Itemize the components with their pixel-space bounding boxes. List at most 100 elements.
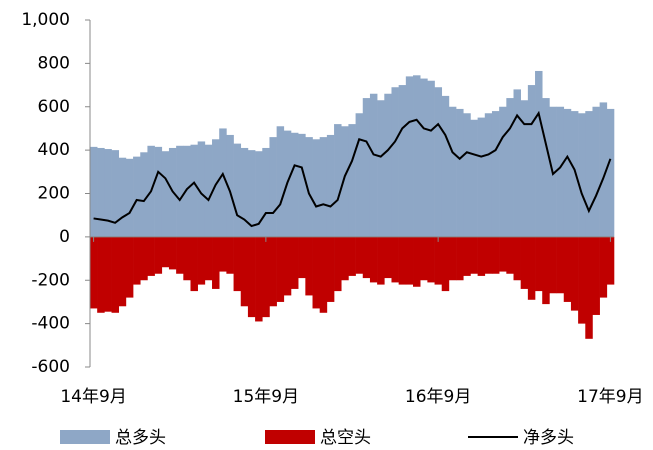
bar: [506, 98, 514, 237]
y-tick-label: -200: [31, 270, 70, 290]
y-tick-label: 1,000: [21, 10, 70, 30]
bar: [326, 236, 335, 302]
bar: [542, 236, 550, 305]
x-tick-label: 14年9月: [60, 387, 126, 407]
bar: [90, 146, 98, 237]
bar: [499, 236, 507, 272]
bar: [133, 236, 141, 285]
bar: [334, 124, 342, 237]
bar: [405, 236, 414, 285]
bar: [384, 236, 392, 279]
y-tick-label: 400: [38, 140, 70, 160]
bar: [219, 236, 227, 272]
bar: [527, 85, 536, 237]
bar: [441, 95, 450, 237]
bar: [599, 236, 608, 298]
bar: [499, 106, 507, 237]
bar: [470, 119, 478, 237]
bar: [542, 98, 550, 237]
bar: [477, 236, 486, 276]
bar: [369, 93, 378, 237]
bar: [176, 145, 184, 237]
net-line: [93, 110, 612, 228]
bar: [513, 236, 521, 281]
bar: [585, 236, 593, 339]
bar: [420, 78, 428, 237]
bar: [592, 236, 600, 315]
legend-swatch: [265, 430, 315, 444]
bar: [190, 144, 198, 237]
bar: [413, 75, 421, 237]
bar: [456, 236, 464, 281]
bar: [161, 236, 170, 268]
y-tick-label: 200: [38, 184, 70, 204]
bar: [398, 236, 407, 285]
legend-label: 净多头: [523, 428, 574, 448]
bar: [118, 236, 127, 307]
bar: [377, 236, 385, 285]
bar: [341, 126, 349, 237]
bar: [276, 236, 285, 302]
bar: [161, 151, 170, 237]
bar: [305, 137, 313, 237]
bar: [369, 236, 378, 283]
bar: [578, 236, 586, 324]
bar: [97, 147, 105, 237]
bar: [491, 236, 500, 274]
x-tick-label: 15年9月: [233, 387, 299, 407]
bar: [570, 111, 579, 237]
bar: [413, 236, 421, 287]
bar: [233, 236, 242, 292]
bar: [305, 236, 313, 296]
bar: [197, 141, 206, 237]
bar: [240, 147, 249, 237]
bar: [247, 150, 256, 237]
bar: [262, 147, 270, 237]
y-tick-label: 600: [38, 97, 70, 117]
legend-swatch: [60, 430, 110, 444]
bar: [355, 113, 364, 237]
bar: [434, 87, 443, 237]
bar: [147, 236, 155, 276]
bar: [269, 137, 277, 237]
bar: [348, 124, 356, 237]
bar: [448, 236, 457, 281]
bar: [204, 236, 213, 281]
bar: [377, 100, 385, 237]
bar: [384, 93, 392, 237]
y-tick-label: -400: [31, 314, 70, 334]
bar: [154, 146, 163, 237]
bar: [405, 76, 414, 237]
bar: [319, 236, 328, 313]
bar: [427, 236, 435, 283]
bar: [355, 236, 364, 274]
bar: [549, 236, 557, 294]
bar: [154, 236, 163, 274]
bar: [133, 156, 141, 237]
bar: [269, 236, 277, 307]
bar: [427, 80, 435, 237]
bar: [219, 128, 227, 237]
bar: [140, 236, 148, 281]
bar: [484, 236, 493, 274]
bar: [456, 108, 464, 237]
bar: [298, 133, 306, 237]
bar: [535, 236, 543, 292]
bar: [563, 108, 572, 237]
bar: [190, 236, 198, 292]
bar: [118, 157, 127, 237]
bar: [477, 117, 486, 237]
bar: [520, 100, 529, 237]
bar: [463, 236, 471, 276]
bar: [312, 139, 320, 237]
bar: [563, 236, 572, 302]
bar: [341, 236, 349, 281]
y-tick-label: 800: [38, 53, 70, 73]
bar: [362, 98, 371, 237]
y-tick-label: 0: [59, 227, 70, 247]
bar: [111, 150, 120, 237]
legend-label: 总空头: [320, 428, 371, 448]
bar: [319, 137, 328, 237]
bar: [168, 236, 177, 270]
